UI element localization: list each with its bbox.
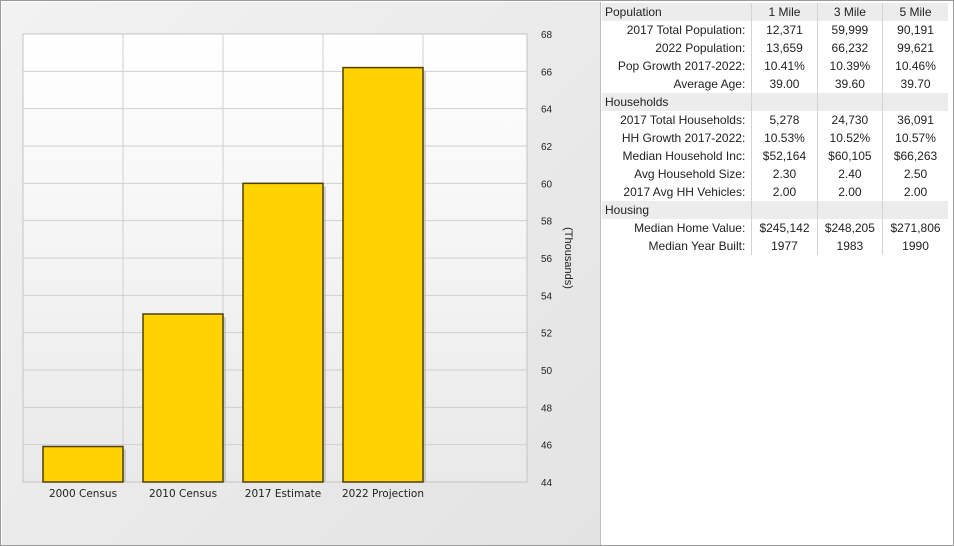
section-empty-cell — [882, 93, 948, 111]
row-value: 90,191 — [897, 23, 934, 37]
row-value: 39.60 — [817, 75, 884, 93]
table-row: Pop Growth 2017-2022: 10.41% 10.39% 10.46% — [602, 57, 948, 75]
row-value: 2.40 — [817, 165, 884, 183]
row-value: 13,659 — [751, 39, 818, 57]
row-value: 39.70 — [900, 77, 931, 91]
row-value: 10.57% — [895, 131, 936, 145]
row-label: HH Growth 2017-2022: — [602, 129, 753, 147]
row-label: Average Age: — [602, 75, 753, 93]
table-row: 2017 Total Households: 5,278 24,730 36,091 — [602, 111, 948, 129]
demographics-table: Population 1 Mile 3 Mile 5 Mile 2017 Total P… — [602, 3, 948, 255]
y-tick-label: 50 — [541, 366, 553, 377]
y-tick-label: 60 — [541, 179, 553, 190]
row-value: $52,164 — [751, 147, 818, 165]
y-tick-label: 44 — [541, 478, 553, 489]
row-value: 2.00 — [817, 183, 884, 201]
column-header: 1 Mile — [751, 3, 818, 21]
y-tick-label: 46 — [541, 441, 553, 452]
y-tick-label: 52 — [541, 329, 553, 340]
section-header-population: Population — [602, 3, 753, 21]
row-label: 2017 Avg HH Vehicles: — [602, 183, 753, 201]
row-value: 66,232 — [817, 39, 884, 57]
y-tick-label: 64 — [541, 105, 553, 116]
row-value: 2.00 — [903, 185, 928, 199]
section-title: Housing — [602, 201, 753, 219]
row-value: 2.50 — [903, 167, 928, 181]
row-value: 99,621 — [897, 41, 934, 55]
row-value: 10.39% — [817, 57, 884, 75]
row-value: 1983 — [817, 237, 884, 255]
row-value: $271,806 — [890, 221, 941, 235]
y-tick-label: 66 — [541, 67, 553, 78]
table-row: 2017 Avg HH Vehicles: 2.00 2.00 2.00 — [602, 183, 948, 201]
row-value: 1977 — [751, 237, 818, 255]
demographics-table-panel: Population 1 Mile 3 Mile 5 Mile 2017 Total P… — [602, 3, 952, 543]
y-tick-label: 54 — [541, 291, 553, 302]
row-value: 10.53% — [751, 129, 818, 147]
section-header-row: Housing — [602, 201, 948, 219]
table-row: Avg Household Size: 2.30 2.40 2.50 — [602, 165, 948, 183]
row-value: 39.00 — [751, 75, 818, 93]
y-axis-label: (Thousands) — [562, 227, 574, 289]
row-label: Avg Household Size: — [602, 165, 753, 183]
x-tick-label: 2022 Projection — [342, 488, 424, 500]
bar-2010-census — [142, 313, 224, 483]
row-label: Median Year Built: — [602, 237, 753, 255]
section-title: Households — [602, 93, 753, 111]
row-value: $248,205 — [817, 219, 884, 237]
bar-2017-estimate — [242, 182, 324, 483]
row-value: $60,105 — [817, 147, 884, 165]
x-tick-label: 2010 Census — [149, 488, 217, 500]
table-row: Median Year Built: 1977 1983 1990 — [602, 237, 948, 255]
row-value: 59,999 — [817, 21, 884, 39]
row-value: 36,091 — [897, 113, 934, 127]
table-row: Average Age: 39.00 39.60 39.70 — [602, 75, 948, 93]
y-tick-label: 48 — [541, 403, 553, 414]
column-header: 5 Mile — [882, 3, 948, 21]
row-value: 2.00 — [751, 183, 818, 201]
row-label: Median Household Inc: — [602, 147, 753, 165]
row-label: Pop Growth 2017-2022: — [602, 57, 753, 75]
y-tick-label: 68 — [541, 30, 553, 41]
row-value: $66,263 — [893, 149, 938, 163]
row-value: 1990 — [902, 239, 929, 253]
population-chart-panel: 44 46 48 50 52 54 56 58 60 62 64 66 68 (Thousands) 200… — [2, 2, 601, 545]
row-value: 2.30 — [751, 165, 818, 183]
row-label: 2017 Total Households: — [602, 111, 753, 129]
row-label: 2022 Population: — [602, 39, 753, 57]
section-empty-cell — [817, 201, 884, 219]
column-header: 3 Mile — [817, 3, 884, 21]
x-tick-label: 2017 Estimate — [245, 488, 321, 500]
row-value: 10.46% — [895, 59, 936, 73]
population-bar-chart: 44 46 48 50 52 54 56 58 60 62 64 66 68 (Thousands) 200… — [22, 30, 574, 500]
bar-2000-census — [42, 445, 124, 483]
row-value: 10.52% — [817, 129, 884, 147]
y-tick-label: 56 — [541, 254, 553, 265]
table-row: 2017 Total Population: 12,371 59,999 90,191 — [602, 21, 948, 39]
row-label: 2017 Total Population: — [602, 21, 753, 39]
row-value: 24,730 — [817, 111, 884, 129]
row-value: 12,371 — [751, 21, 818, 39]
y-tick-label: 62 — [541, 142, 553, 153]
table-row: Median Household Inc: $52,164 $60,105 $66,2… — [602, 147, 948, 165]
table-row: 2022 Population: 13,659 66,232 99,621 — [602, 39, 948, 57]
bar-2022-projection — [342, 66, 424, 483]
table-row: HH Growth 2017-2022: 10.53% 10.52% 10.57% — [602, 129, 948, 147]
section-empty-cell — [751, 201, 818, 219]
table-row: Median Home Value: $245,142 $248,205 $271,8… — [602, 219, 948, 237]
x-tick-label: 2000 Census — [49, 488, 117, 500]
section-empty-cell — [817, 93, 884, 111]
section-header-row: Households — [602, 93, 948, 111]
y-tick-label: 58 — [541, 217, 553, 228]
row-value: $245,142 — [751, 219, 818, 237]
row-label: Median Home Value: — [602, 219, 753, 237]
section-empty-cell — [882, 201, 948, 219]
table-header-row: Population 1 Mile 3 Mile 5 Mile — [602, 3, 948, 21]
row-value: 5,278 — [751, 111, 818, 129]
section-empty-cell — [751, 93, 818, 111]
row-value: 10.41% — [751, 57, 818, 75]
